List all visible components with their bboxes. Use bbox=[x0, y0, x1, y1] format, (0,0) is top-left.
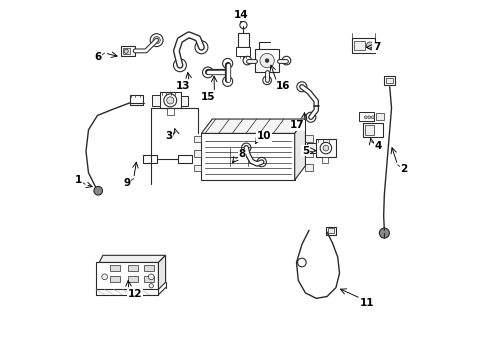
Bar bbox=[375, 113, 384, 120]
Circle shape bbox=[367, 116, 370, 119]
Bar bbox=[193, 165, 201, 171]
Circle shape bbox=[282, 56, 290, 65]
Polygon shape bbox=[96, 262, 158, 289]
Circle shape bbox=[163, 94, 176, 107]
Bar bbox=[152, 95, 160, 107]
Bar bbox=[327, 228, 333, 233]
Text: 6: 6 bbox=[94, 52, 102, 62]
Bar bbox=[238, 33, 248, 47]
Circle shape bbox=[320, 142, 331, 154]
Circle shape bbox=[262, 76, 271, 85]
Bar bbox=[236, 47, 249, 56]
Circle shape bbox=[173, 59, 186, 72]
Circle shape bbox=[379, 228, 388, 238]
Bar bbox=[144, 265, 154, 271]
Text: 13: 13 bbox=[175, 81, 190, 91]
Text: 11: 11 bbox=[359, 298, 374, 308]
Text: 9: 9 bbox=[123, 178, 130, 188]
Circle shape bbox=[371, 116, 373, 119]
Bar bbox=[178, 155, 191, 163]
Circle shape bbox=[202, 67, 213, 78]
Bar bbox=[128, 265, 138, 271]
Polygon shape bbox=[158, 255, 165, 289]
Bar bbox=[142, 155, 156, 163]
Bar bbox=[110, 276, 120, 282]
Circle shape bbox=[153, 37, 160, 44]
Text: 12: 12 bbox=[128, 289, 142, 299]
Circle shape bbox=[150, 34, 163, 46]
Text: 3: 3 bbox=[165, 131, 172, 141]
Bar bbox=[201, 134, 294, 180]
Circle shape bbox=[222, 76, 232, 86]
Bar bbox=[193, 136, 201, 142]
Circle shape bbox=[102, 274, 107, 280]
Bar bbox=[110, 265, 120, 271]
Bar bbox=[305, 135, 312, 142]
Text: 14: 14 bbox=[233, 10, 248, 20]
Text: 16: 16 bbox=[275, 81, 290, 91]
Bar bbox=[305, 149, 312, 157]
Bar bbox=[122, 48, 129, 54]
Text: 7: 7 bbox=[372, 42, 379, 52]
Bar bbox=[386, 78, 392, 83]
Bar bbox=[166, 108, 174, 116]
Bar bbox=[321, 157, 327, 163]
Circle shape bbox=[222, 58, 232, 68]
Bar bbox=[353, 41, 364, 50]
Polygon shape bbox=[294, 119, 305, 180]
Bar bbox=[364, 125, 373, 135]
Circle shape bbox=[305, 112, 315, 122]
Circle shape bbox=[323, 145, 328, 151]
Circle shape bbox=[94, 186, 102, 195]
Text: 10: 10 bbox=[256, 131, 270, 141]
Circle shape bbox=[366, 42, 373, 49]
Bar bbox=[305, 164, 312, 171]
Bar bbox=[121, 45, 135, 56]
Text: 17: 17 bbox=[290, 121, 304, 130]
Text: 15: 15 bbox=[200, 92, 215, 102]
Text: 4: 4 bbox=[373, 141, 381, 151]
Bar bbox=[193, 150, 201, 157]
Circle shape bbox=[297, 258, 305, 267]
Text: 5: 5 bbox=[301, 145, 308, 156]
Polygon shape bbox=[99, 255, 165, 262]
Circle shape bbox=[265, 59, 268, 62]
Circle shape bbox=[296, 82, 306, 92]
Bar bbox=[128, 276, 138, 282]
Bar bbox=[255, 49, 278, 72]
Circle shape bbox=[166, 97, 174, 104]
Circle shape bbox=[195, 41, 207, 54]
Circle shape bbox=[257, 157, 266, 167]
Text: 2: 2 bbox=[400, 164, 407, 174]
Bar bbox=[384, 76, 394, 85]
Circle shape bbox=[260, 53, 274, 68]
Bar bbox=[160, 92, 181, 108]
Bar bbox=[181, 96, 188, 107]
Text: 8: 8 bbox=[238, 149, 245, 159]
Bar bbox=[144, 276, 154, 282]
Bar bbox=[129, 95, 143, 105]
Circle shape bbox=[124, 49, 128, 53]
Bar bbox=[325, 227, 336, 234]
Bar bbox=[362, 123, 382, 137]
Circle shape bbox=[243, 56, 251, 65]
Circle shape bbox=[364, 116, 366, 119]
Bar bbox=[359, 112, 373, 121]
Bar bbox=[316, 139, 335, 157]
Circle shape bbox=[148, 274, 154, 280]
Circle shape bbox=[149, 284, 153, 288]
Circle shape bbox=[241, 143, 250, 152]
Bar bbox=[351, 38, 375, 53]
Circle shape bbox=[239, 22, 246, 29]
Bar bbox=[306, 143, 316, 153]
Text: 1: 1 bbox=[75, 175, 82, 185]
Polygon shape bbox=[201, 119, 305, 134]
